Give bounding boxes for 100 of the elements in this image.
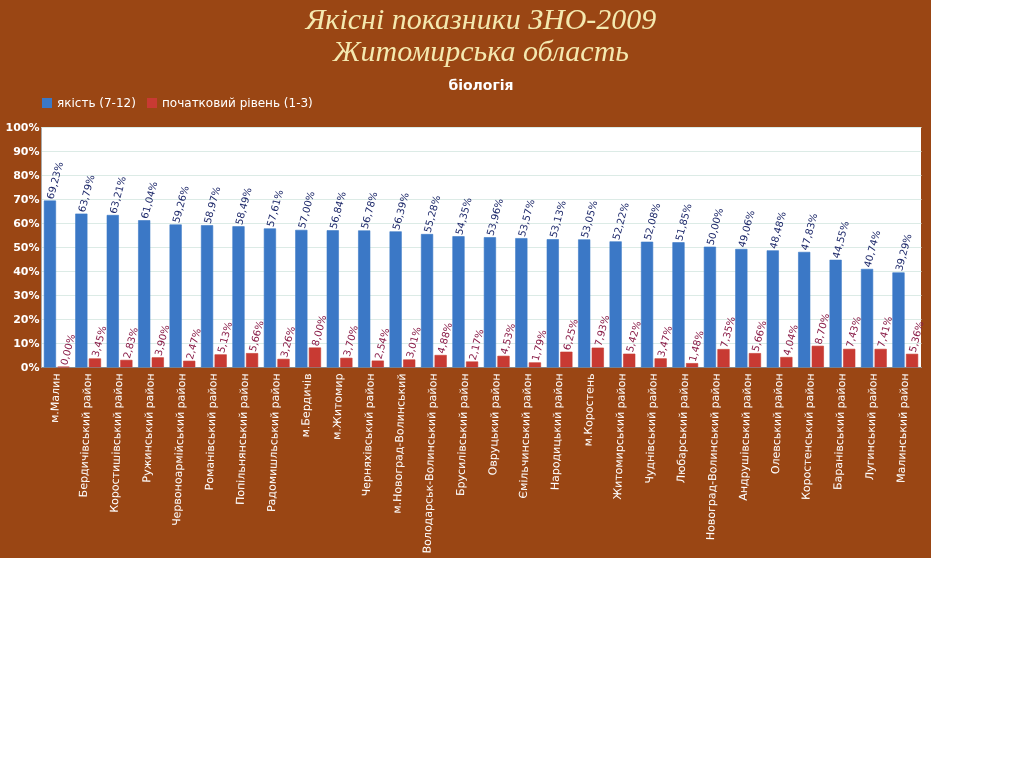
x-tick-label: Бердичівський район — [76, 373, 95, 498]
y-tick-label: 70% — [13, 192, 40, 206]
data-label: 8,00% — [309, 313, 329, 348]
data-label: 5,13% — [215, 320, 235, 355]
bar — [528, 362, 542, 368]
x-tick-label: м.Житомир — [330, 373, 346, 441]
data-label: 7,41% — [875, 315, 895, 349]
x-tick-label: м.Малин — [47, 373, 63, 424]
x-tick-label: Новоград-Волинський район — [703, 373, 723, 541]
data-label: 56,78% — [358, 190, 380, 231]
bar — [389, 231, 402, 368]
bar — [515, 238, 528, 368]
data-label: 51,85% — [673, 202, 694, 242]
data-label: 7,35% — [718, 315, 738, 349]
chart-title: Якісні показники ЗНО-2009 Житомирська область — [303, 2, 657, 67]
data-label: 49,06% — [736, 208, 757, 249]
data-label: 3,47% — [655, 324, 675, 359]
x-tick-label: Черняхівський район — [359, 373, 377, 497]
x-tick-label: м.Новоград-Волинський — [390, 373, 409, 514]
x-tick-label: Лугинський район — [863, 373, 880, 481]
bar — [609, 241, 622, 368]
y-tick-label: 90% — [13, 144, 40, 158]
bar — [591, 347, 604, 368]
data-label: 47,83% — [798, 211, 820, 252]
x-tick-label: м.Коростень — [581, 373, 597, 447]
data-label: 58,49% — [233, 186, 254, 226]
data-label: 57,61% — [264, 188, 286, 229]
data-label: 53,96% — [484, 197, 506, 237]
data-label: 40,74% — [861, 228, 883, 269]
data-label: 44,55% — [830, 219, 851, 260]
bar — [263, 228, 276, 368]
data-label: 54,35% — [453, 196, 474, 236]
x-tick-label: Овруцький район — [486, 373, 503, 476]
bar — [452, 236, 465, 368]
bar — [277, 358, 290, 368]
data-label: 2,83% — [121, 326, 140, 360]
bar — [798, 251, 811, 368]
bar — [686, 363, 699, 368]
x-tick-label: Баранівський район — [831, 373, 849, 491]
data-label: 4,88% — [435, 321, 455, 355]
data-label: 2,17% — [466, 327, 486, 362]
x-tick-label: Радомишльський район — [264, 373, 283, 513]
bar — [214, 354, 227, 368]
bar — [466, 361, 479, 368]
y-tick-label: 100% — [5, 120, 40, 134]
bar — [546, 239, 559, 368]
data-label: 0,00% — [58, 332, 78, 367]
x-tick-label: Олевський район — [769, 373, 786, 475]
bar — [75, 213, 88, 368]
data-label: 1,79% — [529, 328, 549, 363]
data-label: 61,04% — [138, 180, 160, 220]
y-tick-label: 60% — [13, 216, 40, 230]
data-label: 7,43% — [843, 314, 863, 349]
legend-label: якість (7-12) — [57, 96, 136, 110]
bar — [483, 237, 496, 368]
x-tick-label: Ємільчинський район — [516, 373, 535, 499]
bar — [906, 353, 919, 368]
bar — [200, 225, 214, 368]
y-tick-label: 0% — [20, 360, 40, 374]
bar — [892, 272, 905, 368]
data-label: 52,22% — [610, 201, 631, 242]
data-label: 59,26% — [170, 184, 191, 225]
data-label: 2,54% — [372, 326, 392, 361]
bar — [232, 226, 245, 368]
bar — [403, 359, 416, 368]
x-tick-label: Брусилівський район — [454, 373, 472, 497]
data-label: 3,26% — [278, 324, 298, 359]
bar — [169, 224, 182, 368]
data-label: 3,01% — [403, 325, 423, 360]
legend-label: початковий рівень (1-3) — [162, 96, 313, 110]
data-label: 53,57% — [516, 198, 537, 238]
data-label: 63,79% — [76, 173, 97, 214]
bar — [88, 358, 102, 368]
x-tick-label: Володарськ-Волинський район — [420, 373, 440, 554]
x-tick-label: Коростишівський район — [107, 373, 126, 513]
y-tick-label: 50% — [13, 240, 40, 254]
chart-subtitle: біологія — [448, 77, 514, 93]
bar — [308, 347, 322, 368]
x-tick-label: Андрушівський район — [736, 373, 755, 501]
bar — [106, 215, 119, 368]
y-tick-label: 30% — [13, 288, 40, 302]
x-tick-label: Народицький район — [548, 373, 566, 491]
x-tick-label: Любарський район — [674, 373, 692, 484]
bar — [843, 348, 856, 368]
x-tick-label: Романівський район — [202, 373, 220, 491]
data-label: 5,42% — [623, 319, 643, 354]
y-tick-label: 80% — [13, 168, 40, 182]
data-label: 5,66% — [749, 319, 769, 353]
data-label: 53,05% — [578, 199, 600, 240]
bar — [829, 259, 842, 368]
bar — [120, 359, 133, 368]
bar — [246, 353, 259, 368]
data-label: 56,84% — [327, 190, 348, 230]
data-label: 6,25% — [561, 317, 580, 352]
data-label: 55,28% — [421, 194, 443, 234]
bar — [434, 354, 447, 368]
y-tick-label: 40% — [13, 264, 40, 278]
x-tick-label: Ружинський район — [140, 373, 157, 483]
bar — [578, 239, 591, 368]
x-tick-label: Малинський район — [894, 373, 912, 484]
